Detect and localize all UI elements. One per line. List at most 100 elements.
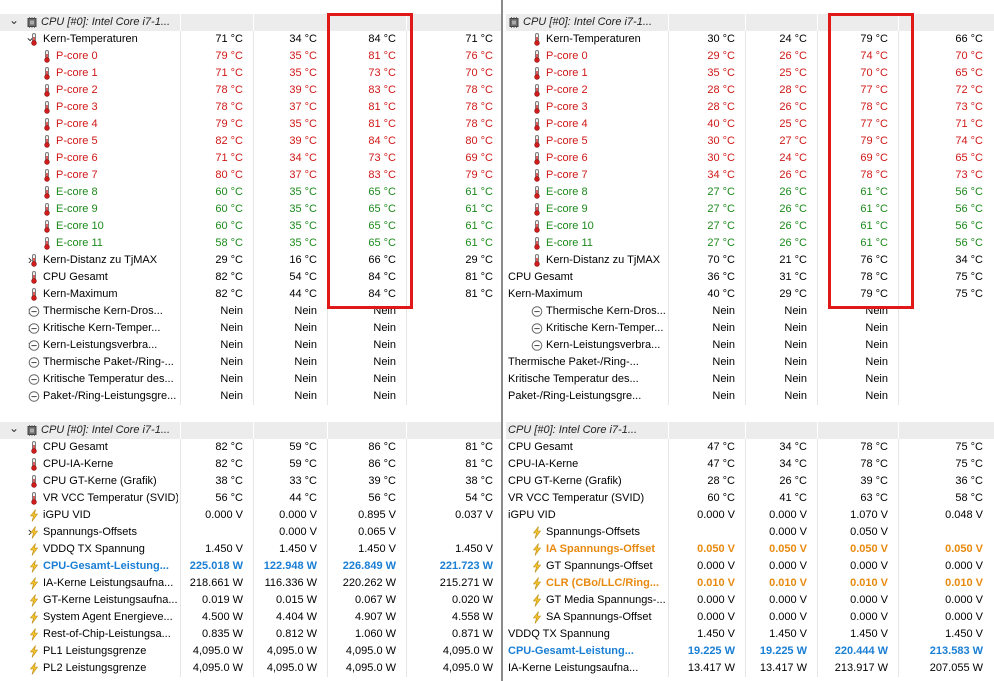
sensor-row[interactable]: CPU-Gesamt-Leistung... 225.018 W 122.948 W…	[0, 558, 503, 575]
sensor-row[interactable]: GT Spannungs-Offset 0.000 V 0.000 V 0.000 V…	[506, 558, 994, 575]
expand-chevron-icon[interactable]: ›	[27, 524, 33, 539]
sensor-row[interactable]: Kern-Temperaturen 30 °C 24 °C 79 °C 66 °C	[506, 31, 994, 48]
sensor-row[interactable]: Paket-/Ring-Leistungsgre... Nein Nein Nein	[506, 388, 994, 405]
sensor-row[interactable]: Thermische Paket-/Ring-... Nein Nein Nein	[506, 354, 994, 371]
collapse-chevron-icon[interactable]: ⌄	[8, 13, 20, 27]
sensor-row[interactable]: CPU-IA-Kerne 82 °C 59 °C 86 °C 81 °C	[0, 456, 503, 473]
sensor-row[interactable]: E-core 10 60 °C 35 °C 65 °C 61 °C	[0, 218, 503, 235]
sensor-row[interactable]: Kern-Leistungsverbra... Nein Nein Nein	[506, 337, 994, 354]
sensor-group-header[interactable]: ⌄ CPU [#0]: Intel Core i7-1...	[0, 14, 503, 31]
sensor-name: GT Media Spannungs-...	[546, 594, 666, 606]
sensor-row[interactable]: VDDQ TX Spannung 1.450 V 1.450 V 1.450 V 1.4…	[0, 541, 503, 558]
collapse-chevron-icon[interactable]: ⌄	[8, 421, 20, 435]
sensor-row[interactable]: P-core 0 79 °C 35 °C 81 °C 76 °C	[0, 48, 503, 65]
sensor-row[interactable]: iGPU VID 0.000 V 0.000 V 1.070 V 0.048 V	[506, 507, 994, 524]
sensor-row[interactable]: P-core 7 34 °C 26 °C 78 °C 73 °C	[506, 167, 994, 184]
sensor-row[interactable]: P-core 4 40 °C 25 °C 77 °C 71 °C	[506, 116, 994, 133]
sensor-row[interactable]: Kritische Kern-Temper... Nein Nein Nein	[506, 320, 994, 337]
sensor-row[interactable]: PL1 Leistungsgrenze 4,095.0 W 4,095.0 W 4,0…	[0, 643, 503, 660]
sensor-row[interactable]: P-core 1 71 °C 35 °C 73 °C 70 °C	[0, 65, 503, 82]
column-gridline	[898, 507, 899, 524]
sensor-row[interactable]: P-core 6 30 °C 24 °C 69 °C 65 °C	[506, 150, 994, 167]
sensor-row[interactable]: › Kern-Distanz zu TjMAX 29 °C 16 °C 66 °C 29 …	[0, 252, 503, 269]
max-value: 70 °C	[860, 67, 888, 79]
sensor-row[interactable]: Rest-of-Chip-Leistungsa... 0.835 W 0.812 W…	[0, 626, 503, 643]
sensor-row[interactable]: System Agent Energieve... 4.500 W 4.404 W 4…	[0, 609, 503, 626]
max-value: 4,095.0 W	[345, 645, 396, 657]
sensor-row[interactable]: ⌄ Kern-Temperaturen 71 °C 34 °C 84 °C 71 °C	[0, 31, 503, 48]
sensor-row[interactable]: GT Media Spannungs-... 0.000 V 0.000 V 0.00…	[506, 592, 994, 609]
sensor-row[interactable]: iGPU VID 0.000 V 0.000 V 0.895 V 0.037 V	[0, 507, 503, 524]
column-gridline	[668, 422, 669, 439]
sensor-row[interactable]: CPU Gesamt 82 °C 59 °C 86 °C 81 °C	[0, 439, 503, 456]
sensor-row[interactable]: Paket-/Ring-Leistungsgre... Nein Nein Nein	[0, 388, 503, 405]
sensor-row[interactable]: Spannungs-Offsets 0.000 V 0.050 V	[506, 524, 994, 541]
column-gridline	[898, 575, 899, 592]
sensor-row[interactable]: P-core 2 78 °C 39 °C 83 °C 78 °C	[0, 82, 503, 99]
sensor-row[interactable]: E-core 9 60 °C 35 °C 65 °C 61 °C	[0, 201, 503, 218]
sensor-group-header[interactable]: CPU [#0]: Intel Core i7-1...	[506, 14, 994, 31]
sensor-row[interactable]: IA-Kerne Leistungsaufna... 218.661 W 116.3…	[0, 575, 503, 592]
sensor-row[interactable]: Kern-Maximum 40 °C 29 °C 79 °C 75 °C	[506, 286, 994, 303]
avg-value: 56 °C	[955, 237, 983, 249]
expand-chevron-icon[interactable]: ›	[27, 252, 33, 267]
sensor-row[interactable]: P-core 0 29 °C 26 °C 74 °C 70 °C	[506, 48, 994, 65]
sensor-row[interactable]: CPU GT-Kerne (Grafik) 38 °C 33 °C 39 °C 38 °…	[0, 473, 503, 490]
sensor-row[interactable]: P-core 3 28 °C 26 °C 78 °C 73 °C	[506, 99, 994, 116]
sensor-row[interactable]: P-core 4 79 °C 35 °C 81 °C 78 °C	[0, 116, 503, 133]
sensor-row[interactable]: Thermische Kern-Dros... Nein Nein Nein	[506, 303, 994, 320]
sensor-row[interactable]: Kritische Temperatur des... Nein Nein Nein	[0, 371, 503, 388]
sensor-row[interactable]: P-core 1 35 °C 25 °C 70 °C 65 °C	[506, 65, 994, 82]
sensor-row[interactable]: CPU GT-Kerne (Grafik) 28 °C 26 °C 39 °C 36 °…	[506, 473, 994, 490]
collapse-chevron-icon[interactable]: ⌄	[24, 30, 36, 44]
sensor-row[interactable]: VDDQ TX Spannung 1.450 V 1.450 V 1.450 V 1.4…	[506, 626, 994, 643]
sensor-row[interactable]: E-core 10 27 °C 26 °C 61 °C 56 °C	[506, 218, 994, 235]
sensor-name: VDDQ TX Spannung	[43, 543, 145, 555]
sensor-row[interactable]: E-core 11 58 °C 35 °C 65 °C 61 °C	[0, 235, 503, 252]
sensor-row[interactable]: VR VCC Temperatur (SVID) 56 °C 44 °C 56 °C 5…	[0, 490, 503, 507]
sensor-group-header[interactable]: ⌄ CPU [#0]: Intel Core i7-1...	[0, 422, 503, 439]
sensor-group-header[interactable]: CPU [#0]: Intel Core i7-1...	[506, 422, 994, 439]
column-gridline	[406, 320, 407, 337]
sensor-row[interactable]: P-core 6 71 °C 34 °C 73 °C 69 °C	[0, 150, 503, 167]
sensor-row[interactable]: Kritische Temperatur des... Nein Nein Nein	[506, 371, 994, 388]
sensor-row[interactable]: VR VCC Temperatur (SVID) 60 °C 41 °C 63 °C 5…	[506, 490, 994, 507]
current-value: 58 °C	[215, 237, 243, 249]
sensor-row[interactable]: E-core 9 27 °C 26 °C 61 °C 56 °C	[506, 201, 994, 218]
column-gridline	[253, 592, 254, 609]
column-gridline	[817, 558, 818, 575]
sensor-row[interactable]: P-core 3 78 °C 37 °C 81 °C 78 °C	[0, 99, 503, 116]
column-gridline	[668, 320, 669, 337]
sensor-row[interactable]: GT-Kerne Leistungsaufna... 0.019 W 0.015 W…	[0, 592, 503, 609]
sensor-row[interactable]: SA Spannungs-Offset 0.000 V 0.000 V 0.000 V…	[506, 609, 994, 626]
sensor-row[interactable]: E-core 11 27 °C 26 °C 61 °C 56 °C	[506, 235, 994, 252]
sensor-row[interactable]: Thermische Paket-/Ring-... Nein Nein Nein	[0, 354, 503, 371]
sensor-row[interactable]: IA Spannungs-Offset 0.050 V 0.050 V 0.050 V…	[506, 541, 994, 558]
thermometer-icon	[41, 101, 53, 114]
sensor-row[interactable]: CLR (CBo/LLC/Ring... 0.010 V 0.010 V 0.010 …	[506, 575, 994, 592]
sensor-row[interactable]: PL2 Leistungsgrenze 4,095.0 W 4,095.0 W 4,0…	[0, 660, 503, 677]
sensor-row[interactable]: Kern-Maximum 82 °C 44 °C 84 °C 81 °C	[0, 286, 503, 303]
sensor-row[interactable]: P-core 5 82 °C 39 °C 84 °C 80 °C	[0, 133, 503, 150]
sensor-row[interactable]: › Spannungs-Offsets 0.000 V 0.065 V	[0, 524, 503, 541]
column-gridline	[745, 82, 746, 99]
sensor-row[interactable]: P-core 7 80 °C 37 °C 83 °C 79 °C	[0, 167, 503, 184]
sensor-row[interactable]: P-core 5 30 °C 27 °C 79 °C 74 °C	[506, 133, 994, 150]
sensor-row[interactable]: E-core 8 27 °C 26 °C 61 °C 56 °C	[506, 184, 994, 201]
sensor-row[interactable]: E-core 8 60 °C 35 °C 65 °C 61 °C	[0, 184, 503, 201]
column-gridline	[253, 65, 254, 82]
sensor-row[interactable]: IA-Kerne Leistungsaufna... 13.417 W 13.417…	[506, 660, 994, 677]
sensor-row[interactable]: CPU-Gesamt-Leistung... 19.225 W 19.225 W 22…	[506, 643, 994, 660]
sensor-row[interactable]: CPU Gesamt 82 °C 54 °C 84 °C 81 °C	[0, 269, 503, 286]
min-value: 59 °C	[289, 458, 317, 470]
thermometer-icon	[28, 458, 40, 471]
panel-splitter[interactable]	[501, 0, 503, 681]
sensor-row[interactable]: Kern-Distanz zu TjMAX 70 °C 21 °C 76 °C 34 °…	[506, 252, 994, 269]
sensor-row[interactable]: CPU-IA-Kerne 47 °C 34 °C 78 °C 75 °C	[506, 456, 994, 473]
sensor-row[interactable]: P-core 2 28 °C 28 °C 77 °C 72 °C	[506, 82, 994, 99]
sensor-row[interactable]: CPU Gesamt 47 °C 34 °C 78 °C 75 °C	[506, 439, 994, 456]
sensor-row[interactable]: CPU Gesamt 36 °C 31 °C 78 °C 75 °C	[506, 269, 994, 286]
